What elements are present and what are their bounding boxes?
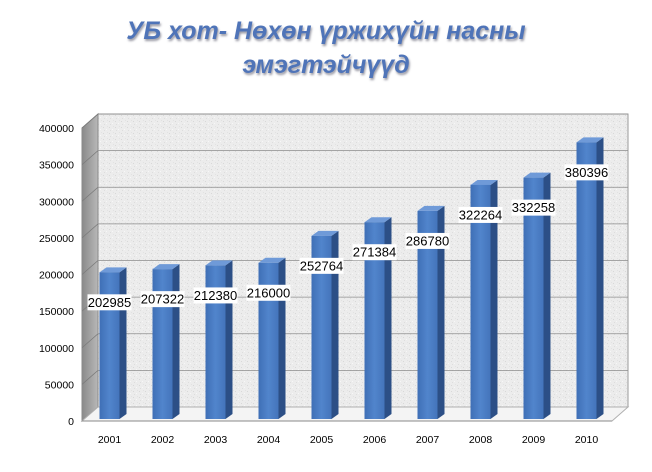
gridline-side bbox=[81, 113, 99, 129]
bar bbox=[576, 142, 597, 419]
bar-side bbox=[490, 179, 498, 419]
gridline-side bbox=[81, 223, 99, 239]
bar bbox=[311, 235, 332, 419]
x-tick-label: 2004 bbox=[257, 434, 281, 446]
x-tick-label: 2008 bbox=[469, 434, 493, 446]
bar bbox=[205, 265, 226, 419]
bar bbox=[258, 262, 279, 419]
y-tick-label: 150000 bbox=[39, 306, 74, 318]
data-label-box bbox=[564, 164, 609, 181]
bar-side bbox=[331, 230, 339, 419]
chart-title-line-1: УБ хот- Нөхөн үржихүйн насны bbox=[126, 17, 526, 45]
bar-side bbox=[119, 267, 127, 419]
data-label-box bbox=[140, 291, 185, 308]
bar-top bbox=[152, 264, 180, 270]
bar-side bbox=[278, 257, 286, 419]
y-tick-label: 400000 bbox=[39, 123, 74, 135]
bar-side bbox=[384, 217, 392, 419]
gridline-side bbox=[81, 333, 99, 349]
data-label-box bbox=[458, 206, 503, 223]
data-label: 332258 bbox=[512, 200, 555, 215]
bar-top bbox=[470, 179, 498, 185]
bar-side bbox=[225, 260, 233, 419]
x-tick-label: 2005 bbox=[310, 434, 334, 446]
data-label: 207322 bbox=[141, 292, 184, 307]
x-tick-label: 2002 bbox=[151, 434, 175, 446]
x-tick-label: 2003 bbox=[204, 434, 228, 446]
data-label: 216000 bbox=[247, 285, 290, 300]
data-label: 271384 bbox=[353, 245, 396, 260]
data-labels-layer: 202985 207322 212380 216000 252764 271384 2867… bbox=[87, 164, 609, 311]
x-tick-label: 2006 bbox=[363, 434, 387, 446]
x-tick-label: 2001 bbox=[98, 434, 122, 446]
data-label: 322264 bbox=[459, 207, 502, 222]
y-tick-label: 200000 bbox=[39, 270, 74, 282]
bar-top bbox=[258, 257, 286, 263]
bar-side bbox=[172, 264, 180, 419]
bar-top bbox=[311, 230, 339, 236]
bar bbox=[470, 184, 491, 419]
y-tick-label: 50000 bbox=[45, 379, 74, 391]
x-tick-label: 2007 bbox=[416, 434, 440, 446]
bar bbox=[523, 177, 544, 419]
chart-title-line-2: эмэгтэйчүүд bbox=[242, 51, 410, 79]
gridline-side bbox=[81, 370, 99, 385]
data-label-box bbox=[87, 294, 132, 311]
data-label: 202985 bbox=[88, 295, 131, 310]
data-label-box bbox=[352, 244, 397, 261]
bar-top bbox=[576, 137, 604, 143]
y-tick-label: 0 bbox=[68, 416, 74, 428]
y-tick-label: 300000 bbox=[39, 196, 74, 208]
data-label-box bbox=[511, 199, 556, 216]
chart-title: УБ хот- Нөхөн үржихүйн насны эмэгтэйчүүд bbox=[0, 14, 652, 82]
bar-side bbox=[596, 137, 604, 419]
bar-top bbox=[205, 260, 233, 266]
y-tick-label: 250000 bbox=[39, 233, 74, 245]
bar bbox=[364, 222, 385, 419]
bar-side bbox=[437, 205, 445, 419]
x-tick-label: 2009 bbox=[522, 434, 546, 446]
data-label: 380396 bbox=[565, 165, 608, 180]
gridline-side bbox=[81, 186, 99, 202]
data-label-box bbox=[299, 257, 344, 274]
axis-layer: 0 50000 100000 150000 200000 250000 300000 3500… bbox=[39, 123, 612, 446]
data-label-box bbox=[193, 287, 238, 304]
gridline-side bbox=[81, 150, 99, 165]
bar-top bbox=[523, 172, 551, 178]
data-label: 286780 bbox=[406, 233, 449, 248]
y-tick-label: 100000 bbox=[39, 343, 74, 355]
bar-top bbox=[364, 217, 392, 223]
data-label-box bbox=[405, 232, 450, 249]
bar-top bbox=[417, 205, 445, 211]
data-label: 252764 bbox=[300, 258, 343, 273]
bar-top bbox=[99, 267, 127, 273]
bar-side bbox=[543, 172, 551, 419]
gridline-side bbox=[81, 260, 99, 275]
bar bbox=[417, 210, 438, 419]
y-tick-label: 350000 bbox=[39, 160, 74, 172]
x-tick-label: 2010 bbox=[575, 434, 599, 446]
data-label-box bbox=[246, 284, 291, 301]
data-label: 212380 bbox=[194, 288, 237, 303]
